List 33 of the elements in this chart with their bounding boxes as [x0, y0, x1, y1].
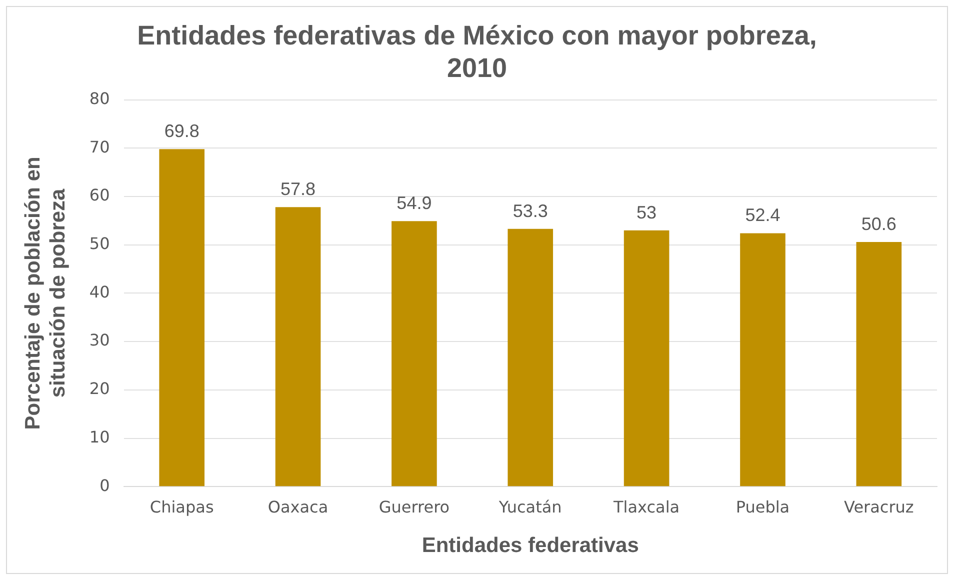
- data-label: 52.4: [745, 205, 780, 226]
- y-tick-label: 40: [89, 282, 110, 302]
- bar: [856, 242, 902, 486]
- y-tick-label: 10: [89, 427, 110, 446]
- data-label: 69.8: [164, 121, 200, 142]
- y-tick-label: 60: [89, 186, 110, 205]
- x-tick-label: Chiapas: [150, 497, 214, 516]
- y-tick-label: 70: [89, 137, 110, 156]
- bar: [159, 149, 205, 486]
- data-label: 50.6: [861, 214, 896, 234]
- y-tick-label: 30: [89, 330, 110, 350]
- x-tick-label: Yucatán: [498, 497, 562, 516]
- bar: [624, 230, 670, 486]
- y-tick-label: 20: [89, 379, 110, 398]
- chart-title: Entidades federativas de México con mayor pobreza, 2010: [137, 20, 817, 84]
- data-label: 53.3: [512, 200, 548, 221]
- y-tick-label: 80: [89, 88, 110, 108]
- x-tick-label: Tlaxcala: [612, 497, 680, 516]
- x-tick-label: Veracruz: [844, 497, 914, 516]
- x-tick-label: Guerrero: [378, 497, 450, 516]
- bar: [740, 233, 786, 486]
- data-label: 54.9: [396, 193, 432, 214]
- x-tick-label: Oaxaca: [268, 497, 328, 516]
- data-label: 53: [636, 202, 657, 222]
- y-tick-label: 0: [100, 476, 110, 495]
- bar: [392, 221, 437, 486]
- y-tick-label: 50: [89, 234, 110, 254]
- bar: [508, 228, 554, 486]
- y-axis-title: Porcentaje de población en situación de pobreza: [21, 156, 70, 430]
- bar: [275, 207, 321, 486]
- x-axis-title: Entidades federativas: [422, 534, 639, 558]
- x-tick-label: Puebla: [736, 497, 790, 516]
- data-label: 57.8: [280, 179, 316, 200]
